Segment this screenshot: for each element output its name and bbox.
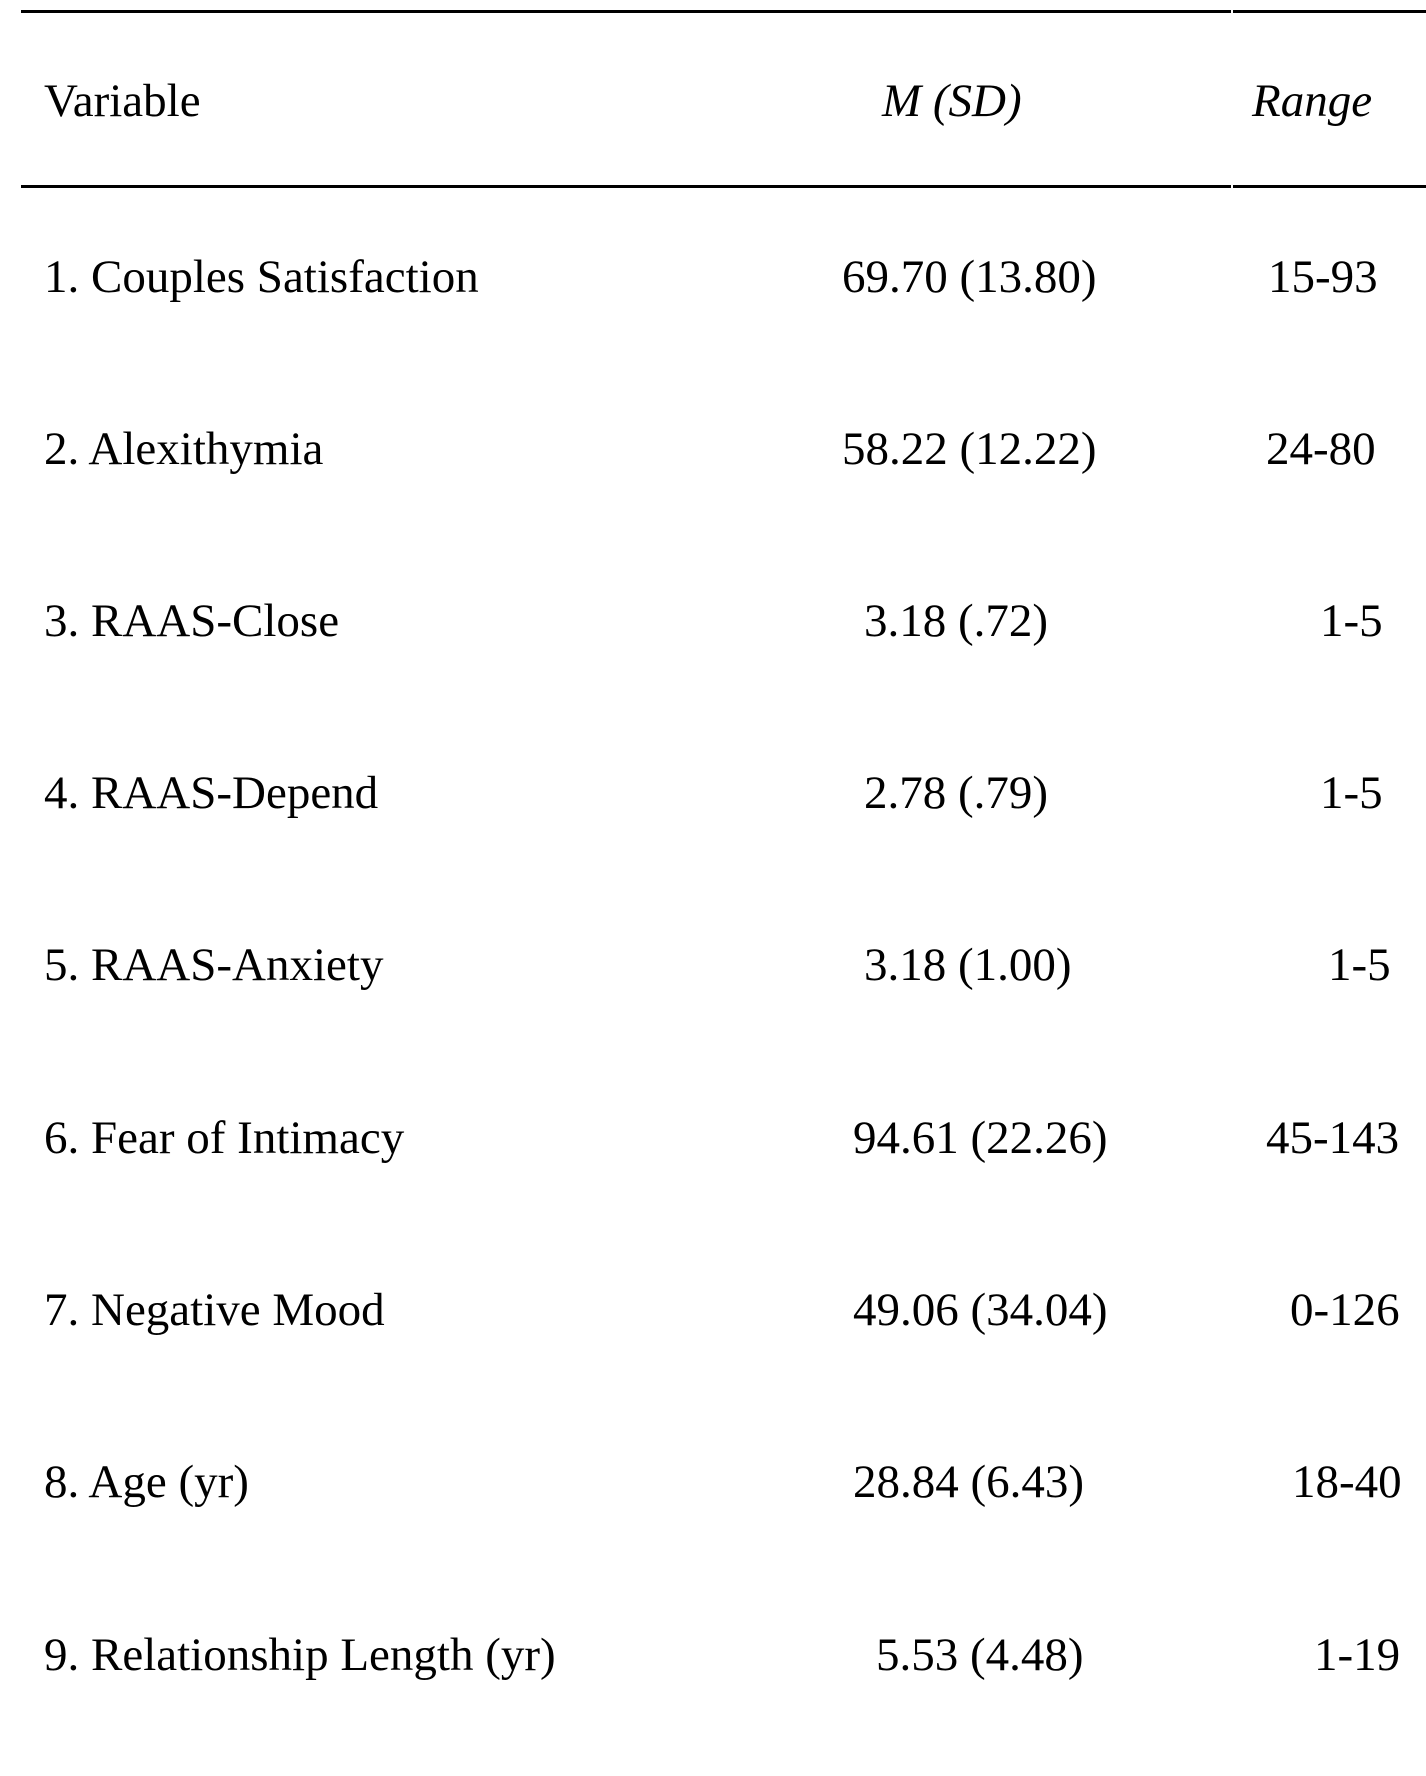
mean-sd-cell: 94.61 (22.26) [853,1112,1108,1164]
variable-cell: 8. Age (yr) [44,1456,249,1508]
variable-cell: 6. Fear of Intimacy [44,1112,405,1164]
header-mean-sd: M (SD) [882,75,1022,127]
variable-cell: 5. RAAS-Anxiety [44,939,384,991]
header-bottom-rule-right [1233,185,1426,188]
variable-cell: 9. Relationship Length (yr) [44,1629,556,1681]
mean-sd-cell: 49.06 (34.04) [853,1284,1108,1336]
range-cell: 1-19 [1314,1629,1401,1681]
range-cell: 18-40 [1292,1456,1402,1508]
mean-sd-cell: 3.18 (1.00) [864,939,1072,991]
variable-cell: 2. Alexithymia [44,423,324,475]
table-top-rule [21,10,1231,13]
variable-cell: 1. Couples Satisfaction [44,251,479,303]
mean-sd-cell: 58.22 (12.22) [842,423,1097,475]
header-variable: Variable [44,75,201,127]
mean-sd-cell: 28.84 (6.43) [853,1456,1085,1508]
range-cell: 1-5 [1328,939,1391,991]
mean-sd-cell: 2.78 (.79) [864,767,1049,819]
variable-cell: 3. RAAS-Close [44,595,340,647]
mean-sd-cell: 3.18 (.72) [864,595,1049,647]
mean-sd-cell: 5.53 (4.48) [876,1629,1084,1681]
mean-sd-cell: 69.70 (13.80) [842,251,1097,303]
range-cell: 1-5 [1320,767,1383,819]
range-cell: 45-143 [1266,1112,1400,1164]
header-bottom-rule [21,185,1231,188]
range-cell: 24-80 [1266,423,1376,475]
variable-cell: 7. Negative Mood [44,1284,385,1336]
table-top-rule-right [1233,10,1426,13]
range-cell: 0-126 [1290,1284,1400,1336]
range-cell: 15-93 [1268,251,1378,303]
variable-cell: 4. RAAS-Depend [44,767,379,819]
header-range: Range [1252,75,1373,127]
range-cell: 1-5 [1320,595,1383,647]
